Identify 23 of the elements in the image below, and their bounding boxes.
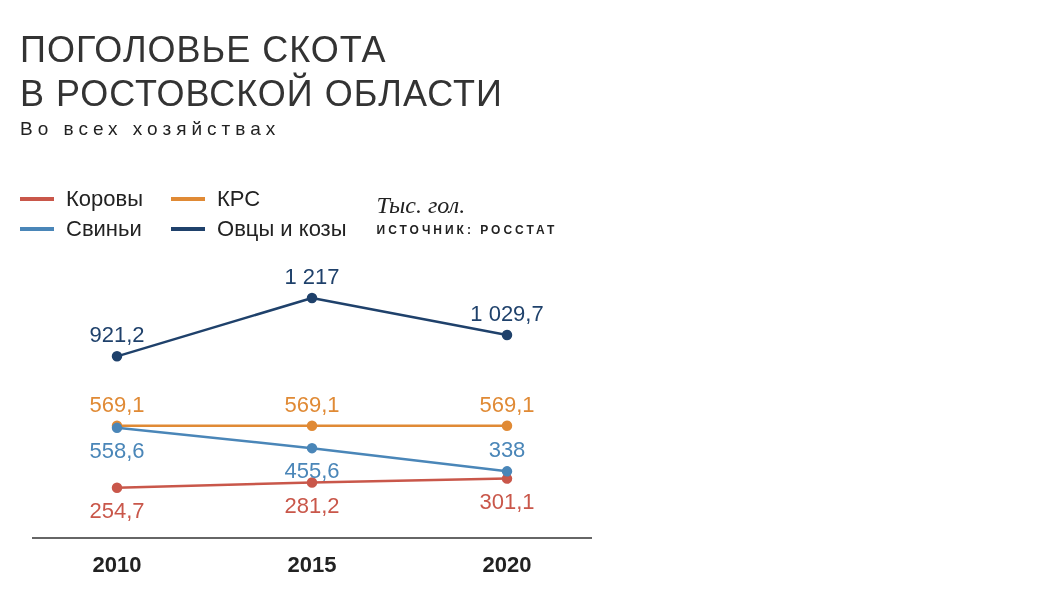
legend-label: Коровы <box>66 186 144 212</box>
data-label: 569,1 <box>89 391 145 417</box>
data-label: 301,1 <box>479 488 535 514</box>
data-label: 281,2 <box>284 492 340 518</box>
x-tick-label: 2010 <box>92 551 142 577</box>
data-label: 569,1 <box>479 391 535 417</box>
data-label: 1 217 <box>284 264 340 289</box>
x-tick-label: 2020 <box>482 551 532 577</box>
data-label: 254,7 <box>89 497 145 523</box>
data-label: 558,6 <box>89 437 145 463</box>
text: ИСТОЧНИК: РОССТАТ <box>376 223 558 237</box>
chart-subtitle: Во всех хозяйствах <box>20 118 282 140</box>
data-label: 921,2 <box>89 322 145 348</box>
chart-title: ПОГОЛОВЬЕ СКОТА В РОСТОВСКОЙ ОБЛАСТИ <box>20 28 503 116</box>
data-label: 569,1 <box>284 391 340 417</box>
data-label: 1 029,7 <box>470 300 544 326</box>
legend-label: Овцы и козы <box>217 216 347 242</box>
legend-label: КРС <box>217 186 261 212</box>
text: Тыс. гол. <box>376 192 467 219</box>
legend-label: Свиньи <box>66 216 142 242</box>
data-label: 338 <box>488 437 526 463</box>
data-label: 455,6 <box>284 458 340 484</box>
x-tick-label: 2015 <box>287 551 337 577</box>
